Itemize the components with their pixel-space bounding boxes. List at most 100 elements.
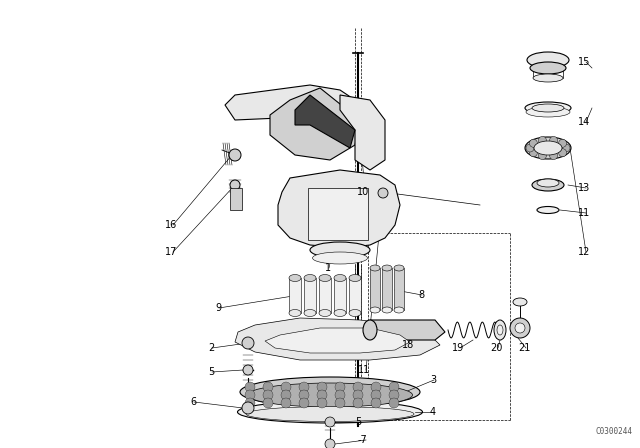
Polygon shape [270,88,360,160]
Bar [304,278,316,313]
Circle shape [559,149,566,157]
Circle shape [230,180,240,190]
Circle shape [353,382,363,392]
Text: 19: 19 [452,343,464,353]
Text: -7: -7 [358,435,368,445]
Text: 18: 18 [402,340,414,350]
Text: 20: 20 [490,343,502,353]
Ellipse shape [382,265,392,271]
Text: 1: 1 [325,263,331,273]
Bar [308,188,368,240]
Polygon shape [295,95,355,148]
Circle shape [299,398,309,408]
Ellipse shape [513,298,527,306]
Circle shape [550,136,557,144]
Circle shape [229,149,241,161]
Polygon shape [235,318,440,360]
Circle shape [335,390,345,400]
Circle shape [559,139,566,147]
Bar [230,188,242,210]
Text: 6: 6 [190,397,196,407]
Polygon shape [265,328,410,353]
Circle shape [325,439,335,448]
Circle shape [281,390,291,400]
Ellipse shape [349,275,361,281]
Ellipse shape [248,383,413,407]
Ellipse shape [334,310,346,316]
Circle shape [317,382,327,392]
Text: 21: 21 [518,343,531,353]
Circle shape [371,382,381,392]
Circle shape [526,144,534,152]
Polygon shape [278,170,400,248]
Circle shape [529,149,538,157]
Circle shape [242,402,254,414]
Text: 14: 14 [578,117,590,127]
Circle shape [245,390,255,400]
Circle shape [263,382,273,392]
Bar [334,278,346,313]
Ellipse shape [525,137,571,159]
Ellipse shape [526,107,570,117]
Circle shape [353,398,363,408]
Circle shape [263,390,273,400]
Circle shape [335,398,345,408]
Ellipse shape [532,179,564,191]
Ellipse shape [363,320,377,340]
Ellipse shape [382,307,392,313]
Circle shape [353,390,363,400]
Circle shape [529,139,538,147]
Ellipse shape [246,406,414,422]
Text: 10: 10 [357,187,369,197]
Circle shape [243,365,253,375]
Circle shape [299,390,309,400]
Circle shape [245,398,255,408]
Circle shape [515,323,525,333]
Ellipse shape [289,310,301,316]
Bar [382,268,392,310]
Ellipse shape [494,320,506,340]
Text: 13: 13 [578,183,590,193]
Ellipse shape [304,275,316,281]
Bar [319,278,331,313]
Ellipse shape [533,74,563,82]
Ellipse shape [370,307,380,313]
Circle shape [317,390,327,400]
Ellipse shape [289,275,301,281]
Circle shape [263,398,273,408]
Text: 9: 9 [215,303,221,313]
Circle shape [371,398,381,408]
Text: C0300244: C0300244 [595,427,632,436]
Circle shape [242,337,254,349]
Text: 8: 8 [418,290,424,300]
Circle shape [562,144,570,152]
Circle shape [389,398,399,408]
Ellipse shape [319,310,331,316]
Ellipse shape [394,265,404,271]
Ellipse shape [370,265,380,271]
Ellipse shape [237,401,422,423]
Text: 12: 12 [578,247,590,257]
Circle shape [281,382,291,392]
Ellipse shape [532,104,564,112]
Ellipse shape [312,252,367,264]
Circle shape [538,136,547,144]
Text: 4: 4 [430,407,436,417]
Ellipse shape [334,275,346,281]
Polygon shape [225,85,355,120]
Ellipse shape [240,377,420,407]
Circle shape [510,318,530,338]
Circle shape [378,188,388,198]
Ellipse shape [527,52,569,68]
Circle shape [389,390,399,400]
Ellipse shape [304,310,316,316]
Text: 3: 3 [430,375,436,385]
Bar [394,268,404,310]
Circle shape [389,382,399,392]
Circle shape [299,382,309,392]
Ellipse shape [319,275,331,281]
Ellipse shape [248,323,433,358]
Ellipse shape [310,242,370,258]
Ellipse shape [537,207,559,214]
Circle shape [538,151,547,159]
